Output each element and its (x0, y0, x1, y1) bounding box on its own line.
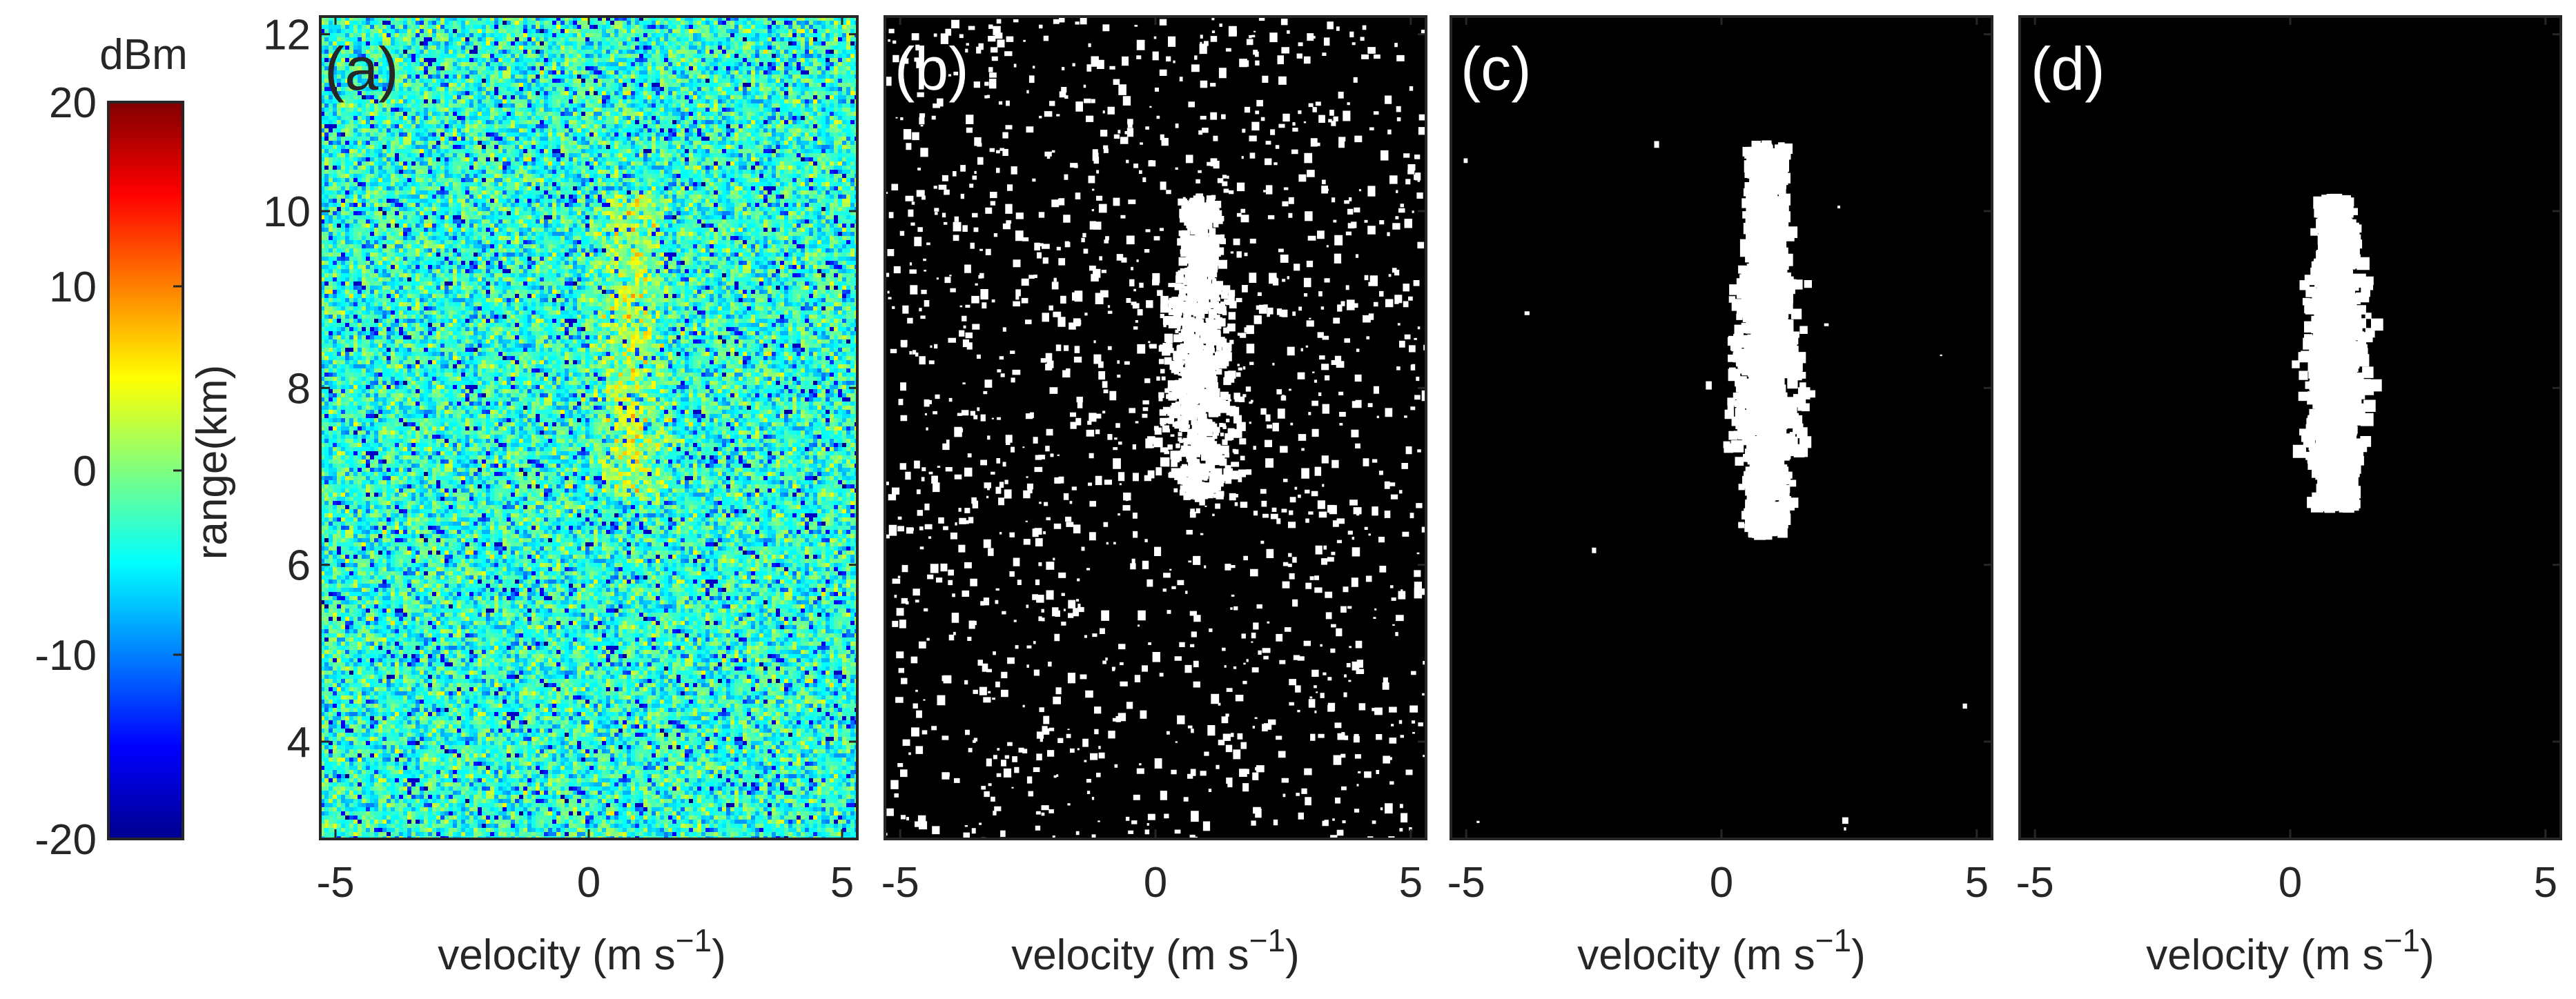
colorbar: dBm 20 10 0 -10 -20 (35, 31, 187, 864)
panel-c: (c) (1450, 15, 1996, 840)
x-tick-label: 5 (1399, 859, 1423, 907)
y-axis-ticks: 4 6 8 10 12 (263, 12, 2561, 766)
x-tick-label: 0 (1710, 859, 1733, 907)
colorbar-tick-label: -20 (35, 816, 97, 864)
x-axis-labels: velocity (m s−1) velocity (m s−1) veloci… (438, 922, 2434, 979)
x-tick-label: 0 (577, 859, 601, 907)
colorbar-unit-label: dBm (99, 31, 187, 79)
panel-a-cells (589, 203, 672, 493)
x-axis-label-b: velocity (m s−1) (1011, 922, 1300, 979)
x-tick-label: -5 (2016, 859, 2054, 907)
x-axis-label-a: velocity (m s−1) (438, 922, 726, 979)
x-axis-ticks: -5 0 5 -5 0 5 -5 0 5 -5 0 5 (316, 17, 2557, 907)
x-tick-label: 5 (2534, 859, 2557, 907)
colorbar-tick-label: 20 (49, 79, 97, 127)
x-tick-label: 5 (830, 859, 854, 907)
panel-a-tag: (a) (324, 34, 399, 103)
y-tick-label: 8 (287, 365, 311, 413)
y-tick-label: 4 (287, 719, 311, 766)
colorbar-tick-label: 0 (73, 448, 97, 495)
panel-a-cells (320, 17, 859, 840)
x-tick-label: 5 (1965, 859, 1989, 907)
y-tick-label: 12 (263, 12, 311, 59)
x-tick-label: -5 (1447, 859, 1485, 907)
y-tick-label: 6 (287, 542, 311, 590)
panel-detections-3 (2292, 193, 2383, 513)
x-tick-label: 0 (1144, 859, 1167, 907)
colorbar-tick-label: 10 (49, 264, 97, 311)
x-axis-label-c: velocity (m s−1) (1577, 922, 1866, 979)
panel-a-cells (324, 21, 859, 836)
x-axis-label-d: velocity (m s−1) (2146, 922, 2434, 979)
panel-a-cells (320, 17, 859, 840)
panel-d-plot (2020, 17, 2561, 839)
panel-b-plot (885, 17, 1434, 849)
colorbar-ticks: 20 10 0 -10 -20 (35, 79, 183, 864)
colorbar-gradient (107, 101, 184, 840)
panel-a-cells (320, 17, 859, 840)
x-tick-label: 0 (2279, 859, 2302, 907)
panel-d: (d) (2018, 15, 2562, 840)
panel-bg-3 (2020, 17, 2561, 839)
panel-d-tag: (d) (2031, 34, 2105, 103)
panel-a-cells (320, 17, 859, 840)
panel-detections-1 (885, 17, 1434, 849)
panel-b: (b) (884, 15, 1434, 849)
panel-a-plot (320, 17, 859, 840)
panel-c-plot (1451, 17, 1996, 839)
y-tick-label: 10 (263, 188, 311, 236)
colorbar-tick-label: -10 (35, 632, 97, 680)
panel-b-tag: (b) (895, 34, 969, 103)
panel-a-cells (320, 17, 850, 840)
panel-a-cells (614, 199, 656, 464)
x-tick-label: -5 (881, 859, 919, 907)
panel-a-cells (320, 17, 859, 840)
x-tick-label: -5 (316, 859, 354, 907)
panel-a: (a) (319, 15, 859, 840)
y-axis-label: range(km) (188, 365, 236, 560)
panel-a-cells (320, 17, 859, 840)
panel-bg-2 (1451, 17, 1992, 839)
panel-c-tag: (c) (1461, 34, 1532, 103)
